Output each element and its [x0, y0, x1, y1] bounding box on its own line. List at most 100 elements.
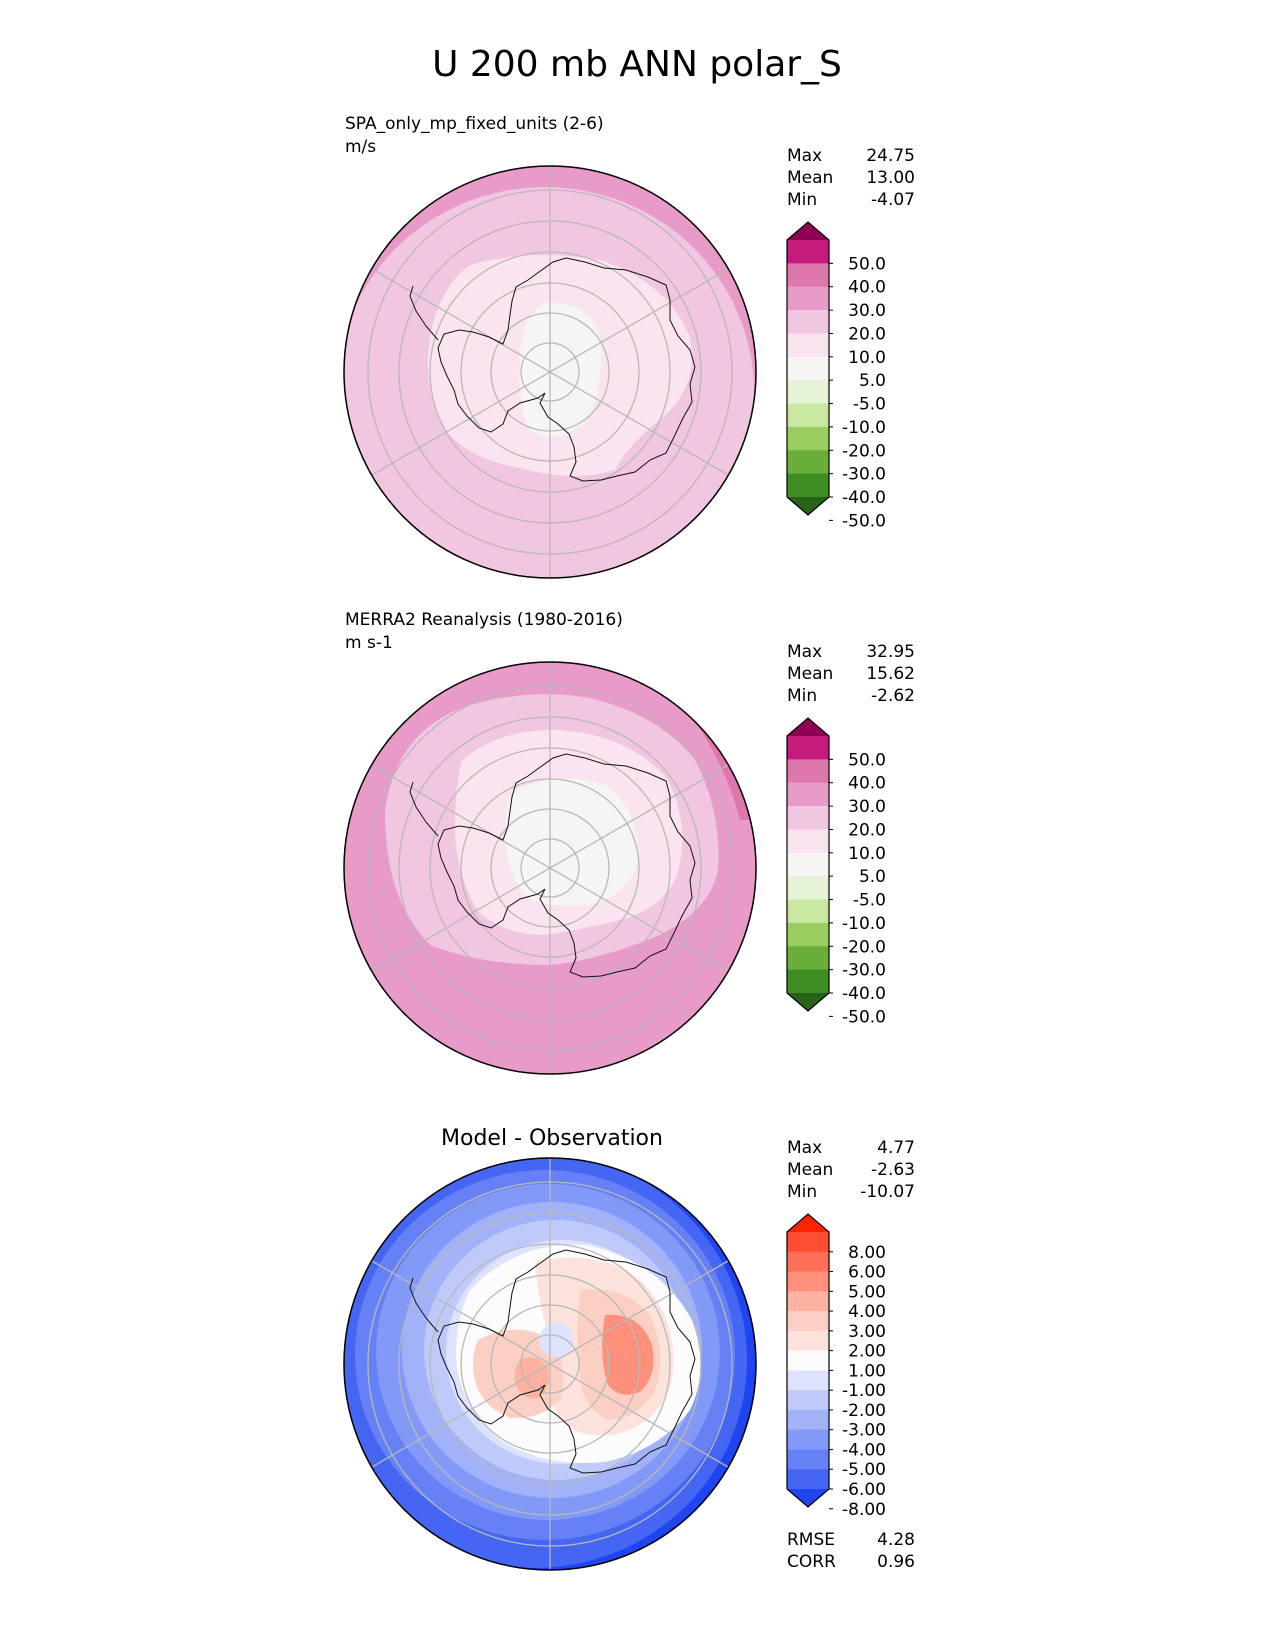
stat-label: Max: [787, 642, 822, 662]
colorbar-tick-label: 20.0: [848, 820, 886, 840]
colorbar-segment: [787, 240, 829, 264]
colorbar-segment: [787, 1251, 829, 1273]
panel-difference: Model - Observation: [343, 1126, 915, 1572]
panel-difference-map: [344, 1158, 756, 1570]
colorbar-tick-label: -5.0: [853, 891, 886, 911]
colorbar-segment: [787, 1449, 829, 1470]
colorbar-segment: [787, 426, 829, 451]
colorbar-segment: [787, 759, 829, 784]
colorbar-segment: [787, 1390, 829, 1411]
colorbar-tick-label: 20.0: [848, 324, 886, 344]
panel-difference-title: Model - Observation: [441, 1126, 663, 1151]
colorbar-segment: [787, 286, 829, 311]
colorbar-tick-label: -10.0: [842, 914, 886, 934]
stat-label: Max: [787, 1138, 822, 1158]
colorbar-tick-label: -30.0: [842, 961, 886, 981]
antarctica-coastline: [437, 753, 696, 978]
colorbar-tick-label: 40.0: [848, 278, 886, 298]
contour-fill-pole-minimum: [539, 1323, 573, 1357]
colorbar-segment: [787, 1350, 829, 1371]
colorbar-tick-label: 2.00: [848, 1342, 886, 1362]
panel-model-units: m/s: [345, 137, 376, 157]
colorbar-tick-label: -1.00: [842, 1381, 886, 1401]
stat-label: Mean: [787, 664, 833, 684]
colorbar-tick-label: 4.00: [848, 1302, 886, 1322]
colorbar-segment: [787, 473, 829, 498]
colorbar-segment: [787, 852, 829, 877]
stat-label: Mean: [787, 168, 833, 188]
panel-model-title: SPA_only_mp_fixed_units (2-6): [345, 114, 604, 134]
corr-value: 0.96: [877, 1552, 915, 1572]
colorbar-segment: [787, 1311, 829, 1332]
antarctic-peninsula: [409, 781, 439, 837]
colorbar-tick-label: 30.0: [848, 301, 886, 321]
figure-title: U 200 mb ANN polar_S: [432, 44, 842, 85]
stat-value: 13.00: [866, 168, 915, 188]
corr-label: CORR: [787, 1552, 836, 1572]
rmse-value: 4.28: [877, 1530, 915, 1550]
colorbar-segment: [787, 333, 829, 358]
map-boundary: [343, 165, 757, 579]
stat-value: 32.95: [866, 642, 915, 662]
stat-label: Min: [787, 1182, 817, 1202]
colorbar-segment: [787, 806, 829, 831]
panel-reference-units: m s-1: [345, 633, 393, 653]
colorbar-tick-label: 30.0: [848, 797, 886, 817]
colorbar-tick-label: -20.0: [842, 441, 886, 461]
colorbar: 8.006.005.004.003.002.001.00-1.00-2.00-3…: [786, 1213, 886, 1520]
stat-value: -2.63: [871, 1160, 915, 1180]
colorbar-tick-label: 5.0: [859, 371, 886, 391]
colorbar-tick-label: -2.00: [842, 1401, 886, 1421]
colorbar-extend-max: [787, 222, 829, 240]
colorbar-tick-label: -3.00: [842, 1421, 886, 1441]
graticule: [367, 662, 733, 1074]
colorbar-segment: [787, 1271, 829, 1292]
colorbar-segment: [787, 356, 829, 381]
colorbar-tick-label: -4.00: [842, 1440, 886, 1460]
colorbar-tick-label: -50.0: [842, 1007, 886, 1027]
rmse-label: RMSE: [787, 1530, 835, 1550]
stat-value: 24.75: [866, 146, 915, 166]
colorbar-tick-label: -40.0: [842, 984, 886, 1004]
stat-label: Min: [787, 686, 817, 706]
colorbar-segment: [787, 1330, 829, 1352]
colorbar-tick-label: 10.0: [848, 844, 886, 864]
colorbar-tick-label: 10.0: [848, 348, 886, 368]
colorbar-segment: [787, 736, 829, 760]
colorbar-extend-min: [787, 1489, 829, 1507]
colorbar-segment: [787, 1429, 829, 1451]
map-boundary: [343, 1157, 757, 1571]
colorbar: 50.0 40.0 30.0 20.0 10.0 5.0 -5.0 -10.0 -20.0 -30…: [786, 717, 886, 1027]
graticule: [367, 1158, 733, 1570]
panel-reference-title: MERRA2 Reanalysis (1980-2016): [345, 610, 623, 630]
colorbar-extend-max: [787, 718, 829, 736]
stat-label: Min: [787, 190, 817, 210]
colorbar: 50.0 40.0 30.0 20.0 10.0 5.0 -5.0 -10.0 -20.0 -30…: [786, 221, 886, 531]
colorbar-tick-label: 3.00: [848, 1322, 886, 1342]
colorbar-segment: [787, 403, 829, 428]
colorbar-segment: [787, 969, 829, 994]
colorbar-segment: [787, 1469, 829, 1490]
colorbar-tick-label: 8.00: [848, 1243, 886, 1263]
colorbar-segment: [787, 922, 829, 947]
colorbar-segment: [787, 829, 829, 854]
colorbar-tick-label: 5.0: [859, 867, 886, 887]
colorbar-tick-label: 5.00: [848, 1282, 886, 1302]
colorbar-tick-label: -5.0: [853, 395, 886, 415]
panel-reference: MERRA2 Reanalysis (1980-2016) m s-1: [343, 610, 915, 1075]
colorbar-segment: [787, 310, 829, 335]
colorbar-tick-label: 1.00: [848, 1361, 886, 1381]
stat-value: 4.77: [877, 1138, 915, 1158]
colorbar-tick-label: -8.00: [842, 1500, 886, 1520]
stat-label: Mean: [787, 1160, 833, 1180]
colorbar-segment: [787, 1232, 829, 1253]
graticule: [367, 166, 733, 578]
stat-value: -2.62: [871, 686, 915, 706]
antarctica-coastline: [437, 257, 696, 482]
colorbar-segment: [787, 450, 829, 475]
stat-value: 15.62: [866, 664, 915, 684]
colorbar-segment: [787, 1370, 829, 1391]
antarctic-peninsula: [409, 285, 439, 341]
map-boundary: [343, 661, 757, 1075]
colorbar-segment: [787, 946, 829, 971]
